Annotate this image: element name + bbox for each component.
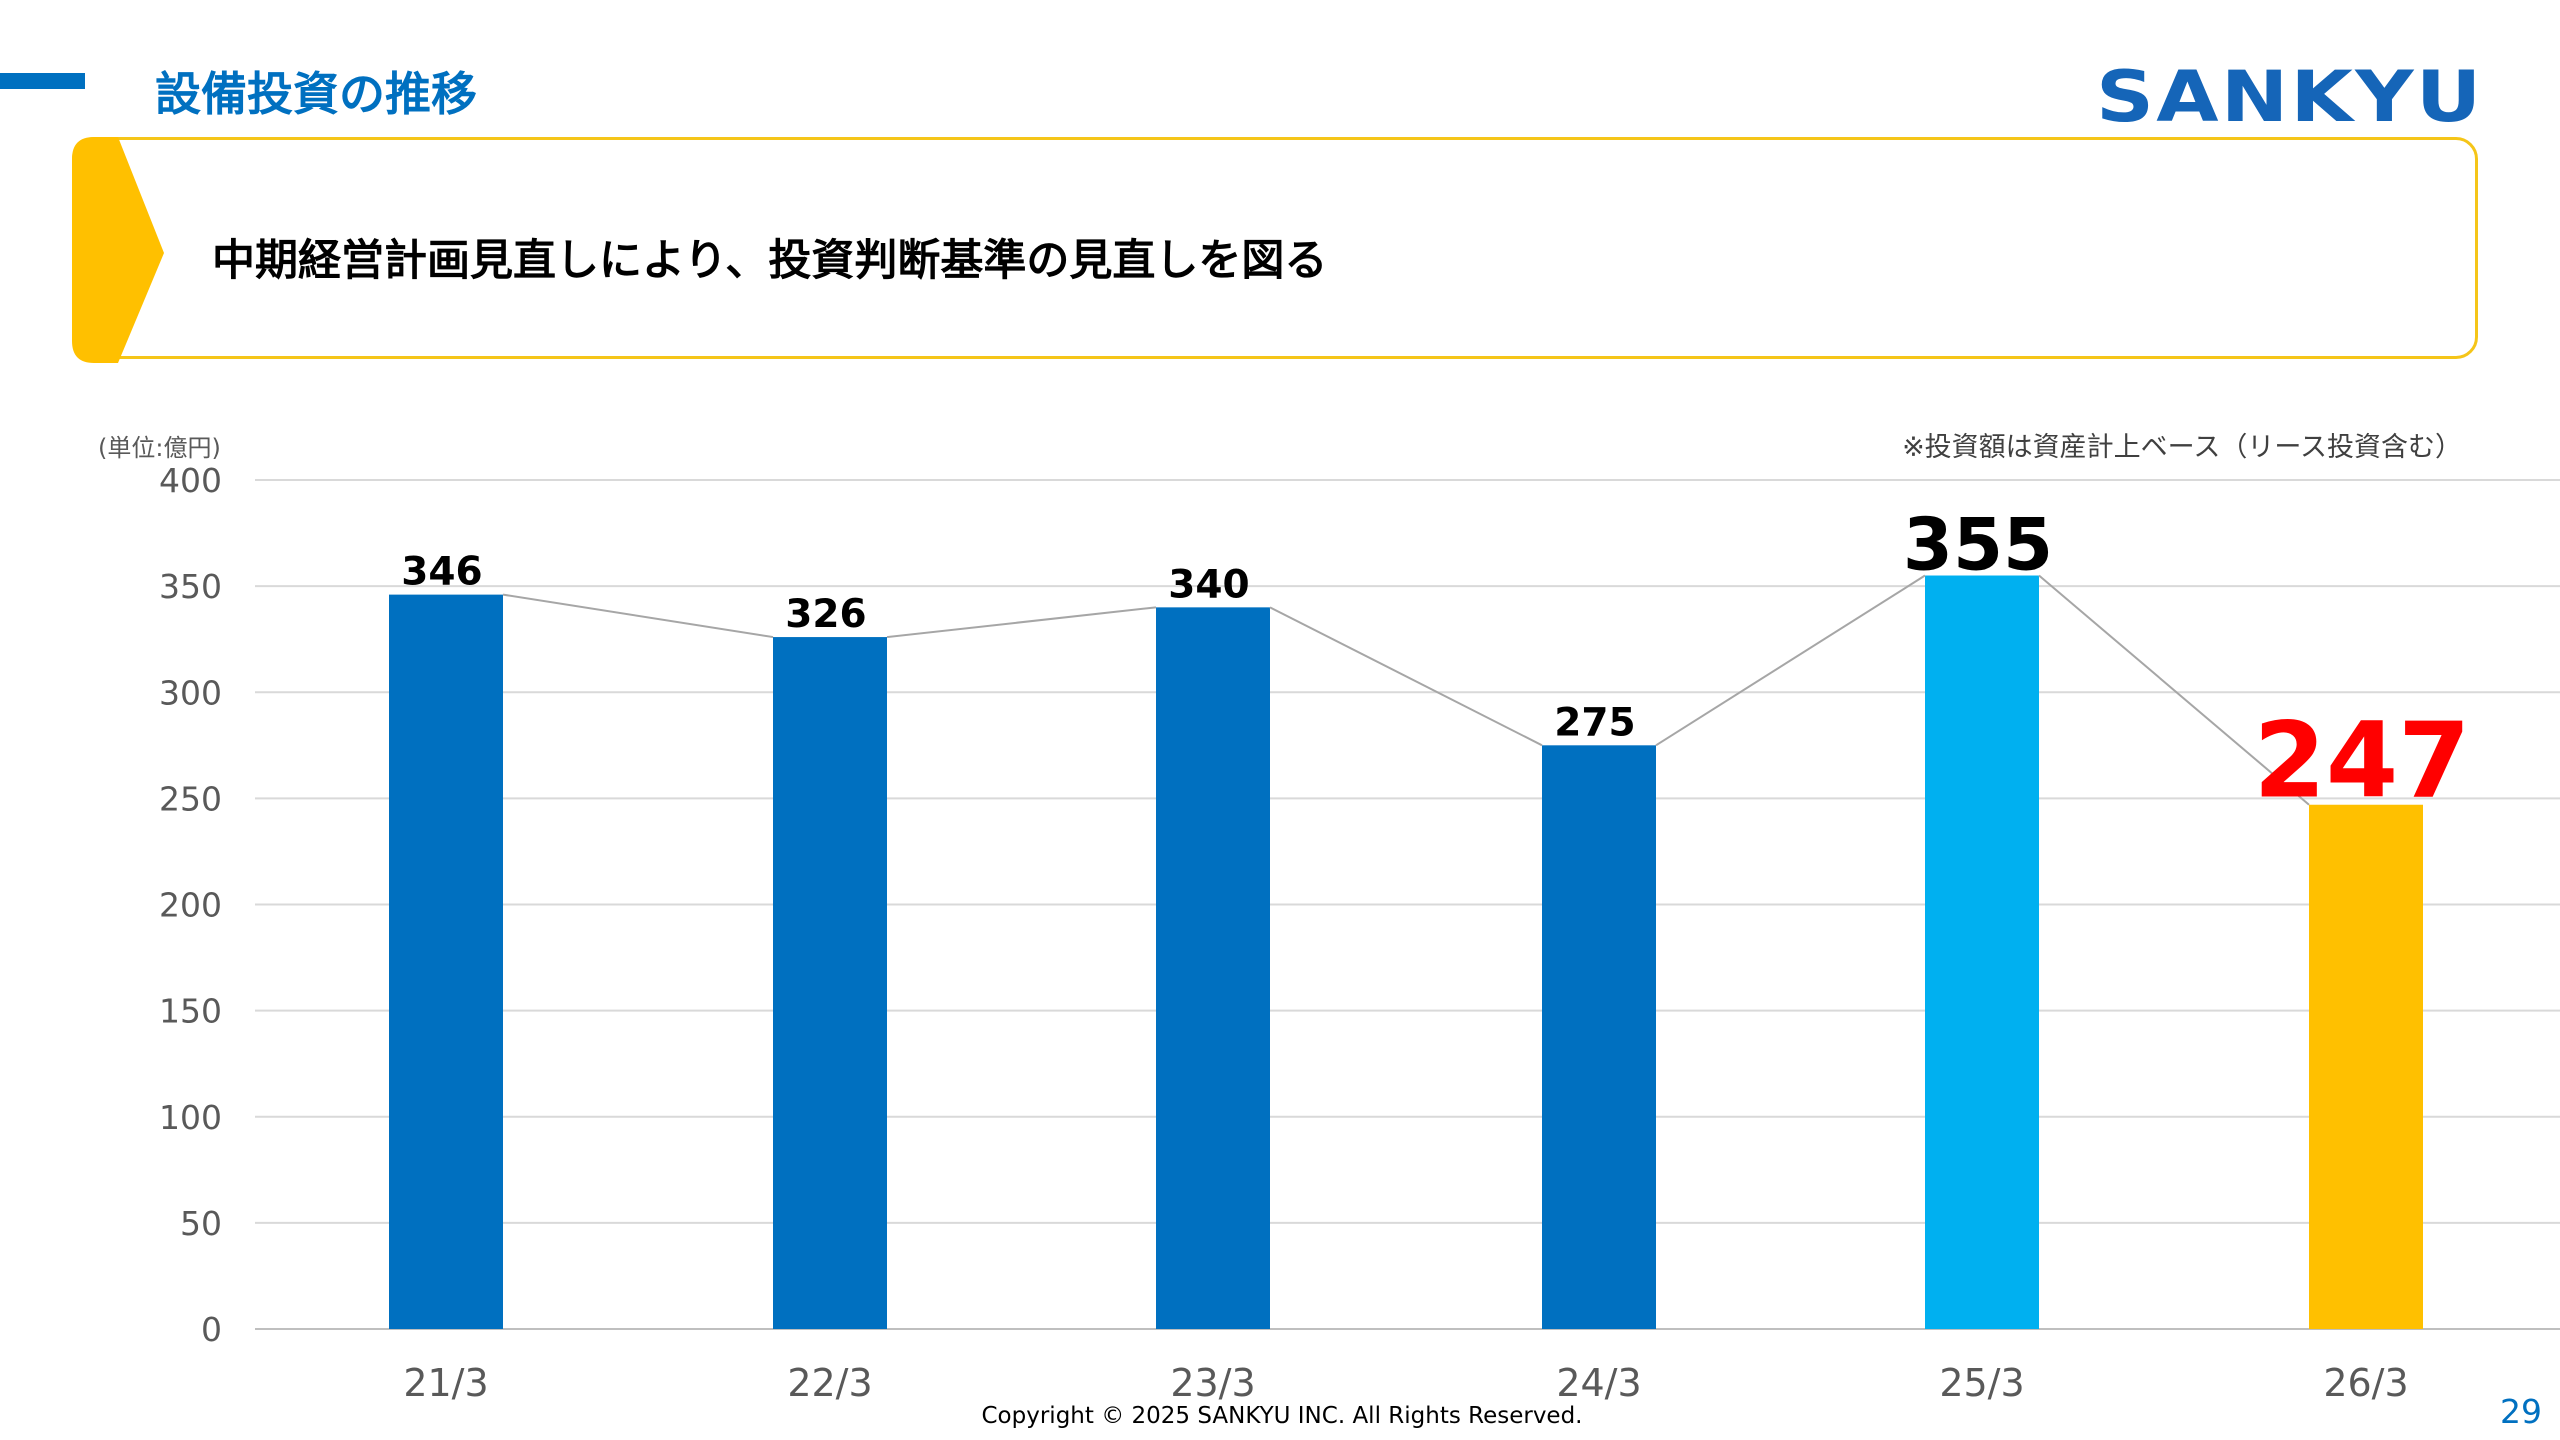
x-tick-label: 26/3 xyxy=(2323,1361,2408,1405)
data-label: 346 xyxy=(401,550,482,595)
connector-line xyxy=(1655,574,1926,747)
x-tick-label: 23/3 xyxy=(1170,1361,1255,1405)
bar-22-3 xyxy=(773,637,887,1329)
x-tick-label: 24/3 xyxy=(1556,1361,1641,1405)
y-tick-label: 200 xyxy=(159,886,222,925)
x-tick-label: 22/3 xyxy=(787,1361,872,1405)
x-tick-label: 25/3 xyxy=(1939,1361,2024,1405)
bar-25-3 xyxy=(1925,575,2039,1329)
connector-line xyxy=(886,606,1157,639)
connector-line xyxy=(2038,574,2310,806)
chart-note: ※投資額は資産計上ベース（リース投資含む） xyxy=(1902,432,2462,463)
title-accent-bar xyxy=(0,73,85,89)
y-tick-label: 0 xyxy=(201,1310,222,1349)
connector-line xyxy=(1269,606,1543,747)
sankyu-logo: SANKYU xyxy=(2096,56,2484,138)
x-tick-label: 21/3 xyxy=(403,1361,488,1405)
data-label: 355 xyxy=(1903,503,2053,587)
bar-23-3 xyxy=(1156,607,1270,1329)
page-title: 設備投資の推移 xyxy=(155,67,477,121)
bar-21-3 xyxy=(389,594,503,1329)
y-tick-label: 350 xyxy=(159,567,222,606)
y-tick-label: 300 xyxy=(159,673,222,712)
data-label: 275 xyxy=(1554,700,1635,745)
copyright: Copyright © 2025 SANKYU INC. All Rights … xyxy=(981,1403,1583,1429)
bar-24-3 xyxy=(1542,745,1656,1329)
connector-line xyxy=(502,593,774,639)
data-label: 340 xyxy=(1168,562,1249,607)
y-tick-label: 100 xyxy=(159,1098,222,1137)
unit-label: (単位:億円) xyxy=(98,434,221,462)
data-label: 326 xyxy=(785,592,866,637)
y-tick-label: 50 xyxy=(180,1204,222,1243)
data-label: 247 xyxy=(2253,700,2470,822)
y-tick-label: 250 xyxy=(159,779,222,818)
y-tick-label: 150 xyxy=(159,992,222,1031)
y-tick-label: 400 xyxy=(159,461,222,500)
bar-26-3 xyxy=(2309,804,2423,1329)
page-number: 29 xyxy=(2500,1392,2542,1431)
headline-text: 中期経営計画見直しにより、投資判断基準の見直しを図る xyxy=(212,236,1328,286)
chevron-icon xyxy=(72,137,164,363)
